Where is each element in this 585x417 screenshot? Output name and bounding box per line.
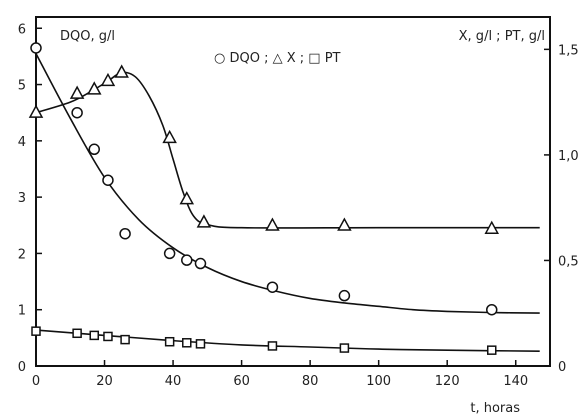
dqo-point	[88, 143, 101, 156]
plot-frame	[35, 16, 551, 367]
data-markers	[28, 42, 500, 355]
x-tick-label: 60	[233, 374, 250, 389]
x-point	[162, 129, 177, 144]
dqo-point	[163, 247, 176, 260]
x-fit-curve	[35, 71, 540, 229]
x-tick-label: 20	[96, 374, 113, 389]
left-tick-label: 6	[18, 22, 26, 37]
x-point	[86, 81, 102, 95]
right-axis-label: X, g/l ; PT, g/l	[459, 29, 545, 44]
dqo-point	[119, 227, 131, 240]
right-tick-label: 0	[558, 360, 566, 375]
left-tick-label: 1	[18, 304, 26, 319]
left-tick-label: 0	[18, 360, 26, 375]
pt-point	[120, 334, 130, 345]
pt-point	[31, 326, 41, 336]
pt-point	[72, 328, 82, 339]
right-axis-ticks: 0 0,5 1,0 1,5	[544, 43, 579, 375]
x-point	[196, 214, 212, 228]
right-tick-label: 1,5	[558, 43, 579, 58]
dqo-point	[485, 303, 498, 316]
x-axis-ticks: 0 20 40 60 80 100 120 140	[32, 360, 528, 389]
x-point	[265, 217, 280, 231]
pt-point	[339, 343, 350, 353]
x-tick-label: 100	[366, 374, 391, 389]
x-point	[114, 64, 129, 78]
pt-point	[89, 330, 100, 341]
fit-curves	[35, 53, 540, 353]
x-tick-label: 40	[165, 374, 182, 389]
pt-point	[164, 336, 175, 347]
dqo-point	[30, 42, 42, 54]
dqo-point	[338, 289, 351, 302]
x-point	[28, 104, 44, 118]
pt-point	[182, 338, 192, 348]
pt-point	[195, 339, 206, 349]
dqo-point	[266, 281, 279, 293]
x-tick-label: 0	[32, 374, 40, 389]
x-tick-label: 140	[503, 374, 528, 389]
left-tick-label: 5	[18, 79, 26, 94]
x-tick-label: 120	[435, 374, 460, 389]
pt-point	[267, 341, 278, 351]
x-point	[69, 85, 85, 99]
dqo-point	[194, 257, 207, 270]
x-tick-label: 80	[302, 374, 319, 389]
x-axis-label: t, horas	[470, 401, 520, 416]
x-point	[100, 72, 116, 87]
left-axis-label: DQO, g/l	[60, 29, 115, 44]
x-point	[179, 191, 195, 205]
left-tick-label: 4	[18, 135, 26, 150]
left-axis-ticks: 0 1 2 3 4 5 6	[18, 22, 42, 375]
legend: ○ DQO ; △ X ; □ PT	[214, 51, 341, 66]
right-tick-label: 1,0	[558, 149, 579, 164]
x-point	[337, 217, 352, 231]
dqo-point	[181, 254, 193, 266]
pt-point	[486, 345, 497, 355]
dqo-point	[102, 174, 114, 186]
left-tick-label: 2	[18, 247, 26, 262]
right-tick-label: 0,5	[558, 254, 579, 269]
x-point	[484, 220, 500, 234]
dqo-point	[71, 106, 83, 119]
pt-point	[103, 331, 113, 342]
left-tick-label: 3	[18, 191, 26, 206]
